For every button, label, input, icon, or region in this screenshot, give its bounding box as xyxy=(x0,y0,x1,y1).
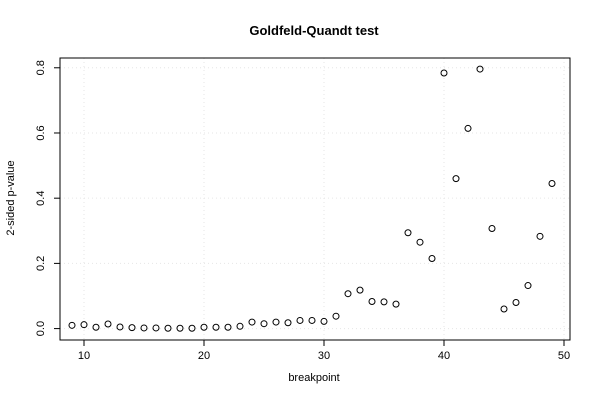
x-tick-label: 40 xyxy=(438,350,450,362)
y-tick-label: 0.2 xyxy=(35,256,47,271)
data-point xyxy=(212,323,220,331)
data-point xyxy=(260,320,268,328)
data-point xyxy=(200,323,208,331)
data-point xyxy=(452,175,460,183)
data-points xyxy=(68,65,556,332)
data-point xyxy=(272,318,280,326)
data-point xyxy=(92,323,100,331)
data-point xyxy=(80,321,88,329)
data-point xyxy=(440,69,448,77)
data-point xyxy=(296,316,304,324)
data-point xyxy=(488,225,496,233)
data-point xyxy=(524,282,532,290)
data-point xyxy=(236,322,244,330)
data-point xyxy=(464,124,472,132)
chart-title: Goldfeld-Quandt test xyxy=(249,23,379,38)
data-point xyxy=(392,300,400,308)
y-tick-label: 0.6 xyxy=(35,125,47,140)
data-point xyxy=(368,298,376,306)
x-axis: 10 20 30 40 50 xyxy=(78,340,570,362)
data-point xyxy=(188,324,196,332)
data-point xyxy=(512,299,520,307)
data-point xyxy=(476,65,484,73)
data-point xyxy=(164,324,172,332)
data-point xyxy=(500,305,508,313)
data-point xyxy=(152,324,160,332)
plot-frame xyxy=(59,57,571,341)
data-point xyxy=(344,290,352,298)
data-point xyxy=(320,317,328,325)
data-point xyxy=(116,323,124,331)
x-tick-label: 10 xyxy=(78,350,90,362)
y-tick-label: 0.4 xyxy=(35,191,47,206)
data-point xyxy=(308,316,316,324)
y-tick-label: 0.8 xyxy=(35,60,47,75)
data-point xyxy=(332,312,340,320)
y-axis: 0.0 0.2 0.4 0.6 0.8 xyxy=(35,60,60,336)
data-point xyxy=(104,320,112,328)
data-point xyxy=(248,318,256,326)
grid xyxy=(60,58,570,340)
data-point xyxy=(548,180,556,188)
data-point xyxy=(428,254,436,262)
y-tick-label: 0.0 xyxy=(35,321,47,336)
x-axis-label: breakpoint xyxy=(288,372,339,384)
data-point xyxy=(536,232,544,240)
y-axis-label: 2-sided p-value xyxy=(5,160,17,235)
x-tick-label: 50 xyxy=(558,350,570,362)
data-point xyxy=(380,298,388,306)
data-point xyxy=(284,319,292,327)
data-point xyxy=(356,286,364,294)
data-point xyxy=(68,321,76,329)
data-point xyxy=(224,323,232,331)
data-point xyxy=(416,238,424,246)
data-point xyxy=(140,324,148,332)
x-tick-label: 20 xyxy=(198,350,210,362)
x-tick-label: 30 xyxy=(318,350,330,362)
data-point xyxy=(404,229,412,237)
data-point xyxy=(128,324,136,332)
data-point xyxy=(176,324,184,332)
